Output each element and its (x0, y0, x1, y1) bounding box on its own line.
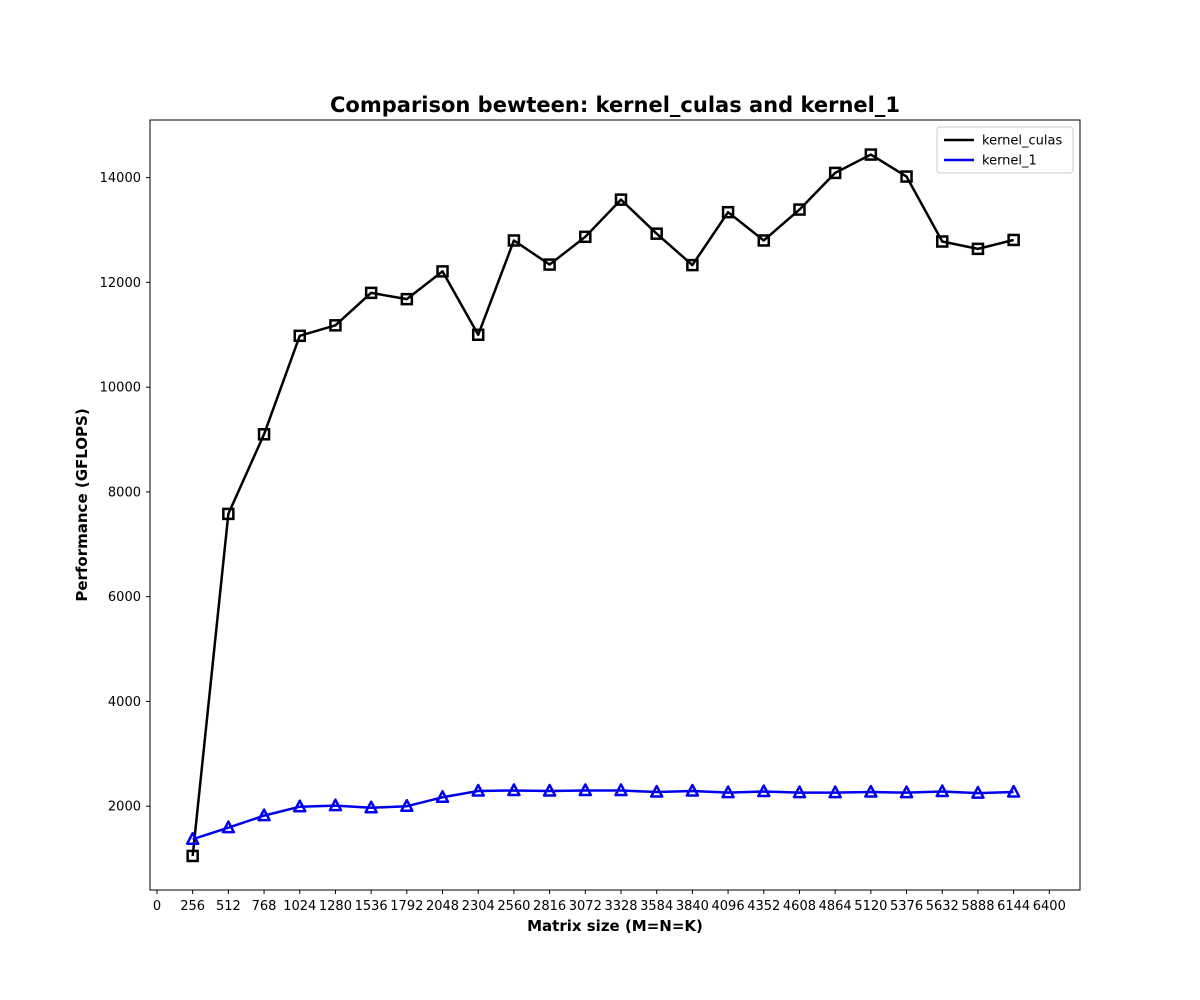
data-point-kernel-1 (828, 785, 842, 799)
x-tick-label: 768 (252, 899, 277, 914)
data-point-kernel-1 (257, 808, 271, 822)
data-point-kernel-culas (757, 234, 771, 247)
data-point-kernel-1 (864, 784, 878, 798)
data-point-kernel-culas (579, 230, 592, 244)
x-tick-label: 3072 (569, 899, 602, 914)
data-point-kernel-culas (329, 319, 342, 332)
y-tick-label: 6000 (108, 590, 141, 605)
data-point-kernel-culas (543, 258, 556, 271)
y-tick-label: 14000 (100, 171, 141, 186)
x-tick-label: 2304 (462, 899, 495, 914)
data-point-kernel-1 (685, 783, 700, 797)
data-point-kernel-1 (400, 798, 414, 812)
x-tick-label: 4608 (783, 899, 816, 914)
data-point-kernel-culas (900, 170, 913, 183)
y-tick-label: 10000 (100, 381, 141, 396)
x-tick-label: 4096 (712, 899, 745, 914)
data-point-kernel-1 (364, 800, 378, 814)
data-point-kernel-1 (792, 785, 807, 799)
legend: kernel_culas kernel_1 (936, 126, 1074, 174)
x-tick-label: 1792 (390, 899, 423, 914)
data-point-kernel-culas (400, 292, 414, 306)
plot-area-frame (149, 119, 1081, 891)
x-tick-label: 1536 (355, 899, 388, 914)
data-point-kernel-culas (650, 227, 663, 240)
x-tick-label: 5376 (890, 899, 923, 914)
x-tick-label: 6400 (1033, 899, 1066, 914)
x-tick-label: 5632 (926, 899, 959, 914)
data-point-kernel-culas (864, 148, 878, 161)
data-point-kernel-culas (186, 849, 199, 863)
data-point-kernel-1 (649, 784, 664, 798)
data-point-kernel-1 (507, 783, 521, 797)
x-axis-label: Matrix size (M=N=K) (527, 917, 703, 935)
legend-label-kernel-culas: kernel_culas (982, 134, 1062, 149)
y-axis: 2000 4000 6000 8000 10000 12000 14000 (100, 171, 150, 815)
y-tick-label: 12000 (100, 276, 141, 291)
data-point-kernel-culas (257, 428, 271, 441)
x-tick-label: 512 (216, 899, 241, 914)
data-point-kernel-culas (614, 193, 628, 206)
data-point-kernel-culas (222, 507, 235, 521)
data-point-kernel-1 (935, 784, 949, 798)
data-point-kernel-1 (721, 785, 735, 799)
data-point-kernel-1 (542, 783, 557, 797)
x-axis: 0 256 512 768 1024 1280 1536 1792 2048 2304 2560 28… (153, 890, 1066, 914)
data-point-kernel-culas (471, 328, 485, 342)
data-point-kernel-culas (507, 234, 521, 247)
x-tick-label: 2560 (497, 899, 530, 914)
x-tick-label: 1280 (319, 899, 352, 914)
data-point-kernel-culas (293, 329, 306, 343)
x-tick-label: 256 (180, 899, 205, 914)
x-tick-label: 1024 (283, 899, 316, 914)
legend-frame (936, 126, 1074, 174)
data-point-kernel-culas (686, 258, 699, 272)
y-tick-label: 2000 (108, 800, 141, 815)
x-tick-label: 2048 (426, 899, 459, 914)
data-point-kernel-culas (793, 203, 806, 216)
x-tick-label: 0 (153, 899, 161, 914)
data-point-kernel-1 (328, 798, 343, 812)
y-tick-label: 4000 (108, 695, 141, 710)
data-point-kernel-1 (614, 783, 628, 797)
data-point-kernel-1 (185, 831, 200, 845)
data-point-kernel-culas (436, 265, 449, 278)
x-tick-label: 5888 (961, 899, 994, 914)
x-tick-label: 2816 (533, 899, 566, 914)
x-tick-label: 4864 (819, 899, 852, 914)
data-point-kernel-1 (757, 784, 771, 798)
x-tick-label: 3584 (640, 899, 673, 914)
x-tick-label: 6144 (997, 899, 1030, 914)
series-line-kernel-culas (191, 153, 1014, 857)
data-point-kernel-1 (292, 799, 307, 813)
data-point-kernel-1 (578, 783, 593, 797)
series-line-kernel-1 (192, 789, 1014, 841)
data-point-kernel-culas (364, 286, 378, 300)
series-layer (185, 148, 1021, 863)
data-point-kernel-1 (221, 820, 236, 834)
x-tick-label: 4352 (747, 899, 780, 914)
x-tick-label: 5120 (854, 899, 887, 914)
chart-title: Comparison bewteen: kernel_culas and ker… (330, 93, 900, 117)
legend-label-kernel-1: kernel_1 (982, 154, 1037, 169)
data-point-kernel-1 (471, 783, 485, 797)
y-axis-label: Performance (GFLOPS) (73, 408, 91, 601)
data-point-kernel-culas (828, 166, 842, 180)
x-tick-label: 3840 (676, 899, 709, 914)
data-point-kernel-1 (1006, 784, 1021, 798)
y-tick-label: 8000 (108, 485, 141, 500)
x-tick-label: 3328 (604, 899, 637, 914)
data-point-kernel-culas (971, 242, 985, 256)
data-point-kernel-culas (1007, 233, 1020, 247)
data-point-kernel-culas (935, 235, 949, 248)
data-point-kernel-1 (971, 785, 985, 799)
data-point-kernel-culas (721, 205, 735, 219)
data-point-kernel-1 (435, 790, 450, 804)
data-point-kernel-1 (899, 785, 914, 799)
